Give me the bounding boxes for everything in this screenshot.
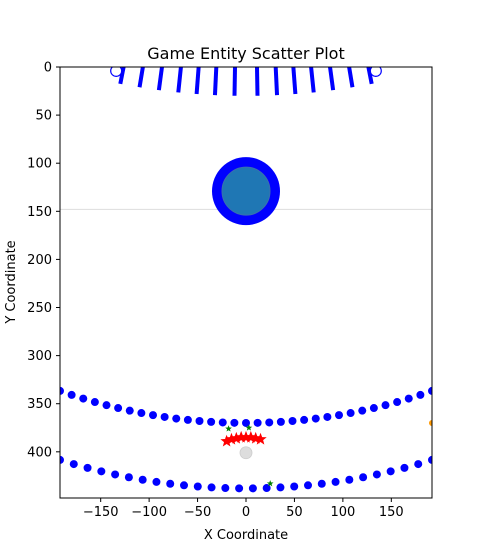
arc-dot (235, 484, 243, 492)
big-circle-inner (222, 167, 270, 215)
arc-dot (230, 419, 238, 427)
arc-dot (359, 473, 367, 481)
arc-dot (265, 418, 273, 426)
gray-dot (240, 447, 252, 459)
x-tick-label: 100 (330, 505, 355, 520)
arc-dot (125, 473, 133, 481)
arc-dot (414, 460, 422, 468)
arc-dot (312, 415, 320, 423)
y-axis-label: Y Coordinate (4, 240, 19, 324)
x-tick-label: −150 (83, 505, 119, 520)
arc-dot (345, 476, 353, 484)
arc-dot (335, 411, 343, 419)
arc-dot (276, 483, 284, 491)
y-tick-label: 300 (27, 349, 52, 364)
arc-dot (370, 404, 378, 412)
arc-dot (318, 480, 326, 488)
arc-dot (382, 401, 390, 409)
chart-title: Game Entity Scatter Plot (147, 44, 344, 63)
arc-dot (103, 401, 111, 409)
arc-dot (373, 470, 381, 478)
arc-dot (91, 398, 99, 406)
x-tick-label: 0 (242, 505, 250, 520)
arc-dot (97, 467, 105, 475)
arc-dot (79, 395, 87, 403)
arc-dot (149, 411, 157, 419)
arc-dot (111, 470, 119, 478)
arc-dot (184, 416, 192, 424)
arc-line-segment (159, 62, 163, 91)
arc-dot (387, 467, 395, 475)
y-tick-label: 0 (44, 61, 52, 76)
arc-dot (347, 409, 355, 417)
arc-dot (207, 418, 215, 426)
arc-dot (152, 478, 160, 486)
green-star (225, 425, 232, 431)
arc-dot (68, 391, 76, 399)
arc-line-segment (276, 66, 277, 95)
arc-dot (137, 409, 145, 417)
arc-line-segment (178, 64, 181, 93)
arc-dot (126, 407, 134, 415)
x-tick-label: 150 (379, 505, 404, 520)
x-tick-label: 50 (286, 505, 303, 520)
y-tick-label: 100 (27, 157, 52, 172)
arc-line-segment (348, 59, 353, 87)
arc-dot (219, 418, 227, 426)
arc-dot (393, 398, 401, 406)
arc-dot (323, 413, 331, 421)
arc-line-segment (311, 64, 314, 93)
x-axis-label: X Coordinate (204, 528, 288, 543)
arc-dot (300, 416, 308, 424)
y-tick-label: 150 (27, 205, 52, 220)
arc-dot (249, 484, 257, 492)
x-axis: −150 −100 −50 0 50 100 150 (83, 498, 404, 520)
arc-line-segment (257, 67, 258, 96)
arc-line-segment (235, 67, 236, 96)
arc-dot (84, 464, 92, 472)
arc-dot (180, 481, 188, 489)
arc-dot (161, 413, 169, 421)
arc-dot (254, 419, 262, 427)
arc-dot (277, 418, 285, 426)
arc-dot (221, 484, 229, 492)
arc-dot (70, 460, 78, 468)
arc-dot (304, 481, 312, 489)
arc-dot (139, 476, 147, 484)
arc-dot (405, 395, 413, 403)
arc-dot (194, 483, 202, 491)
plot-area (56, 56, 436, 493)
arc-line-segment (293, 65, 295, 94)
arc-dot (166, 480, 174, 488)
y-tick-label: 200 (27, 253, 52, 268)
y-tick-label: 50 (35, 109, 52, 124)
arc-dot (208, 483, 216, 491)
arc-line-segment (140, 59, 145, 87)
arc-dot (114, 404, 122, 412)
y-tick-label: 400 (27, 445, 52, 460)
x-tick-label: −50 (184, 505, 211, 520)
y-tick-label: 350 (27, 397, 52, 412)
arc-dot (196, 417, 204, 425)
arc-line-segment (329, 62, 333, 91)
arc-line-segment (197, 65, 199, 94)
arc-dot (400, 464, 408, 472)
arc-dot (172, 415, 180, 423)
arc-dot (289, 417, 297, 425)
arc-dot (332, 478, 340, 486)
y-axis: 0 50 100 150 200 250 300 350 400 (27, 61, 60, 461)
arc-dot (358, 407, 366, 415)
x-tick-label: −100 (131, 505, 167, 520)
arc-dot (416, 391, 424, 399)
arc-dot (290, 483, 298, 491)
arc-line-segment (215, 66, 216, 95)
y-tick-label: 250 (27, 301, 52, 316)
